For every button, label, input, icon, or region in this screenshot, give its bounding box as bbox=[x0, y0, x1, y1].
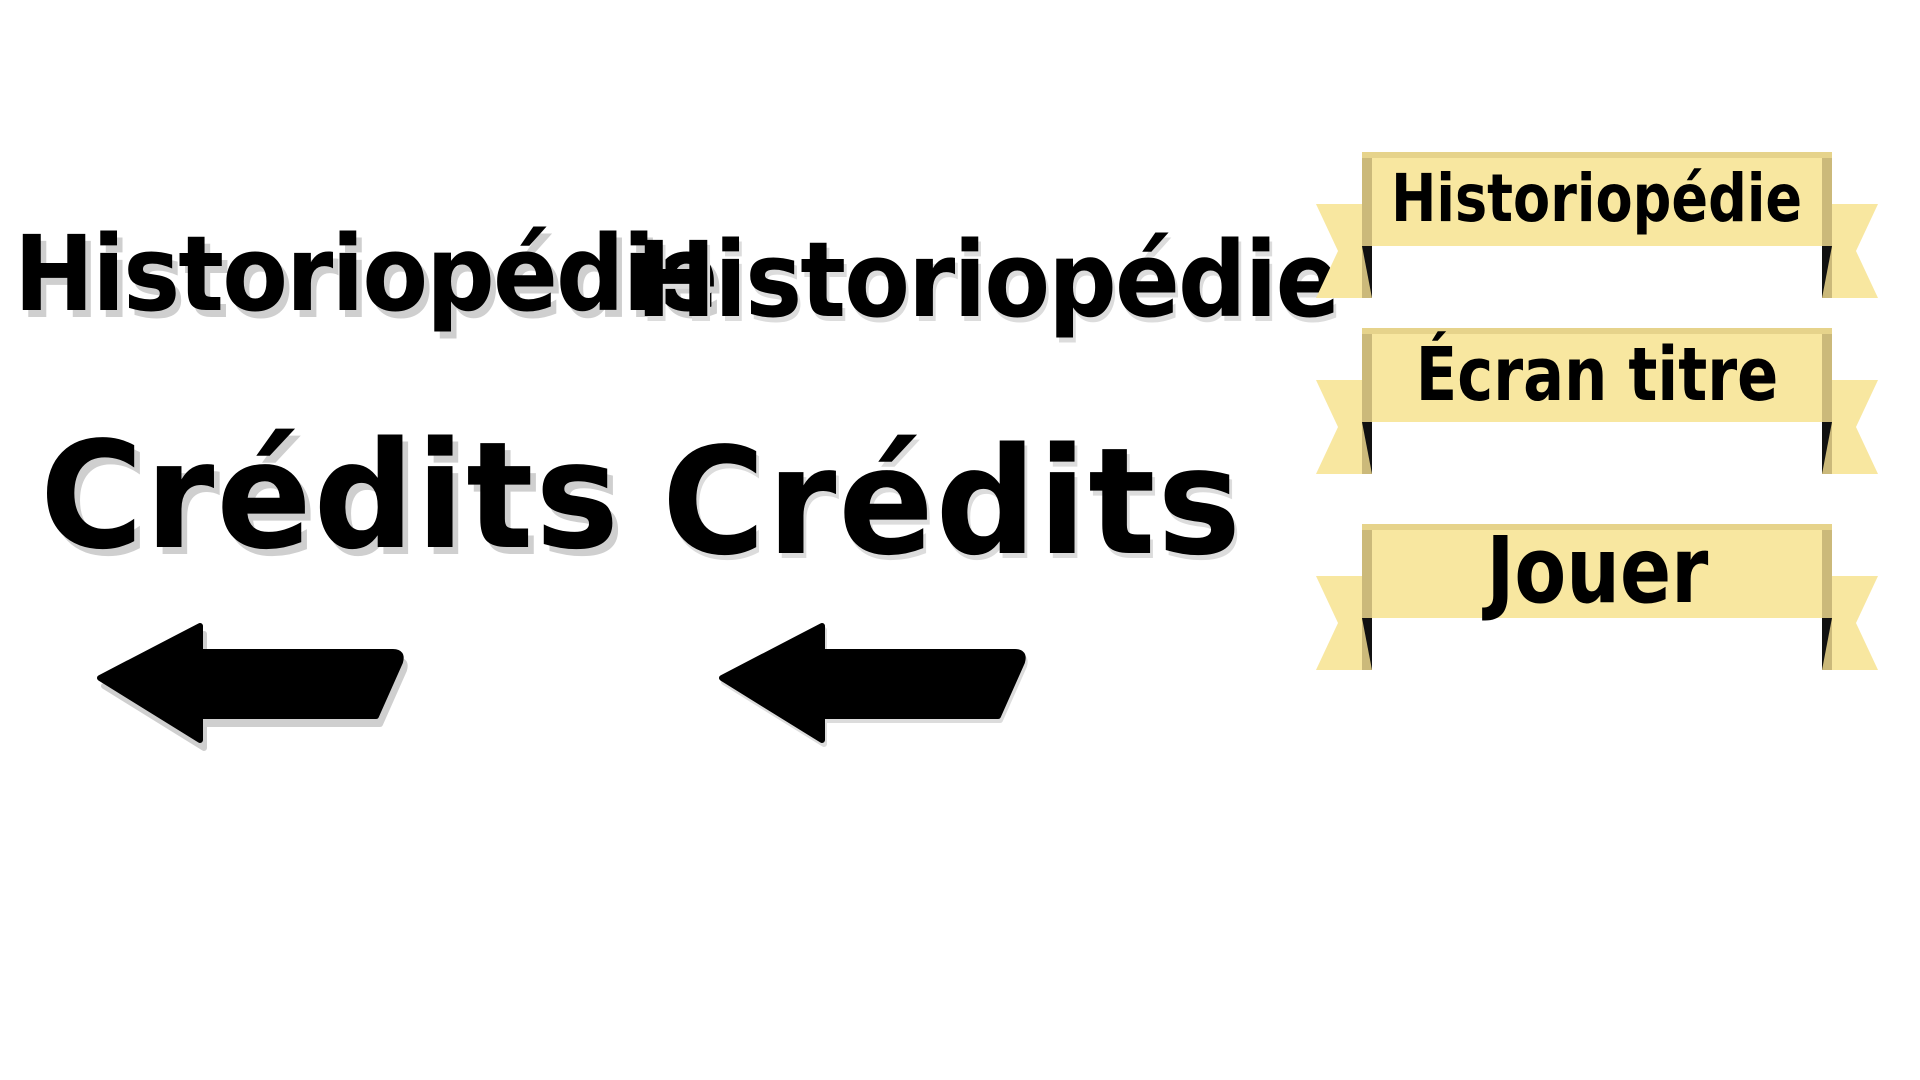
credits-label[interactable]: Crédits bbox=[662, 416, 1243, 588]
credits-label-shadowed[interactable]: Crédits bbox=[40, 410, 621, 582]
banner-button-ecran-titre[interactable]: Écran titre bbox=[1316, 328, 1878, 478]
ribbon-icon bbox=[1316, 152, 1878, 298]
ribbon-icon bbox=[1316, 524, 1878, 670]
banner-button-historiopedie[interactable]: Historiopédie bbox=[1316, 152, 1878, 302]
banner-label-jouer: Jouer bbox=[1486, 517, 1708, 624]
arrow-left-icon-plain[interactable] bbox=[710, 618, 1030, 758]
title-historiopedie: Historiopédie bbox=[636, 219, 1340, 341]
banner-button-jouer[interactable]: Jouer bbox=[1316, 524, 1878, 674]
banner-label-ecran-titre: Écran titre bbox=[1415, 332, 1779, 418]
banner-label-historiopedie: Historiopédie bbox=[1391, 160, 1803, 237]
title-historiopedie-shadowed: Historiopédie bbox=[14, 213, 718, 335]
ribbon-icon bbox=[1316, 328, 1878, 474]
arrow-left-icon[interactable] bbox=[88, 618, 408, 758]
